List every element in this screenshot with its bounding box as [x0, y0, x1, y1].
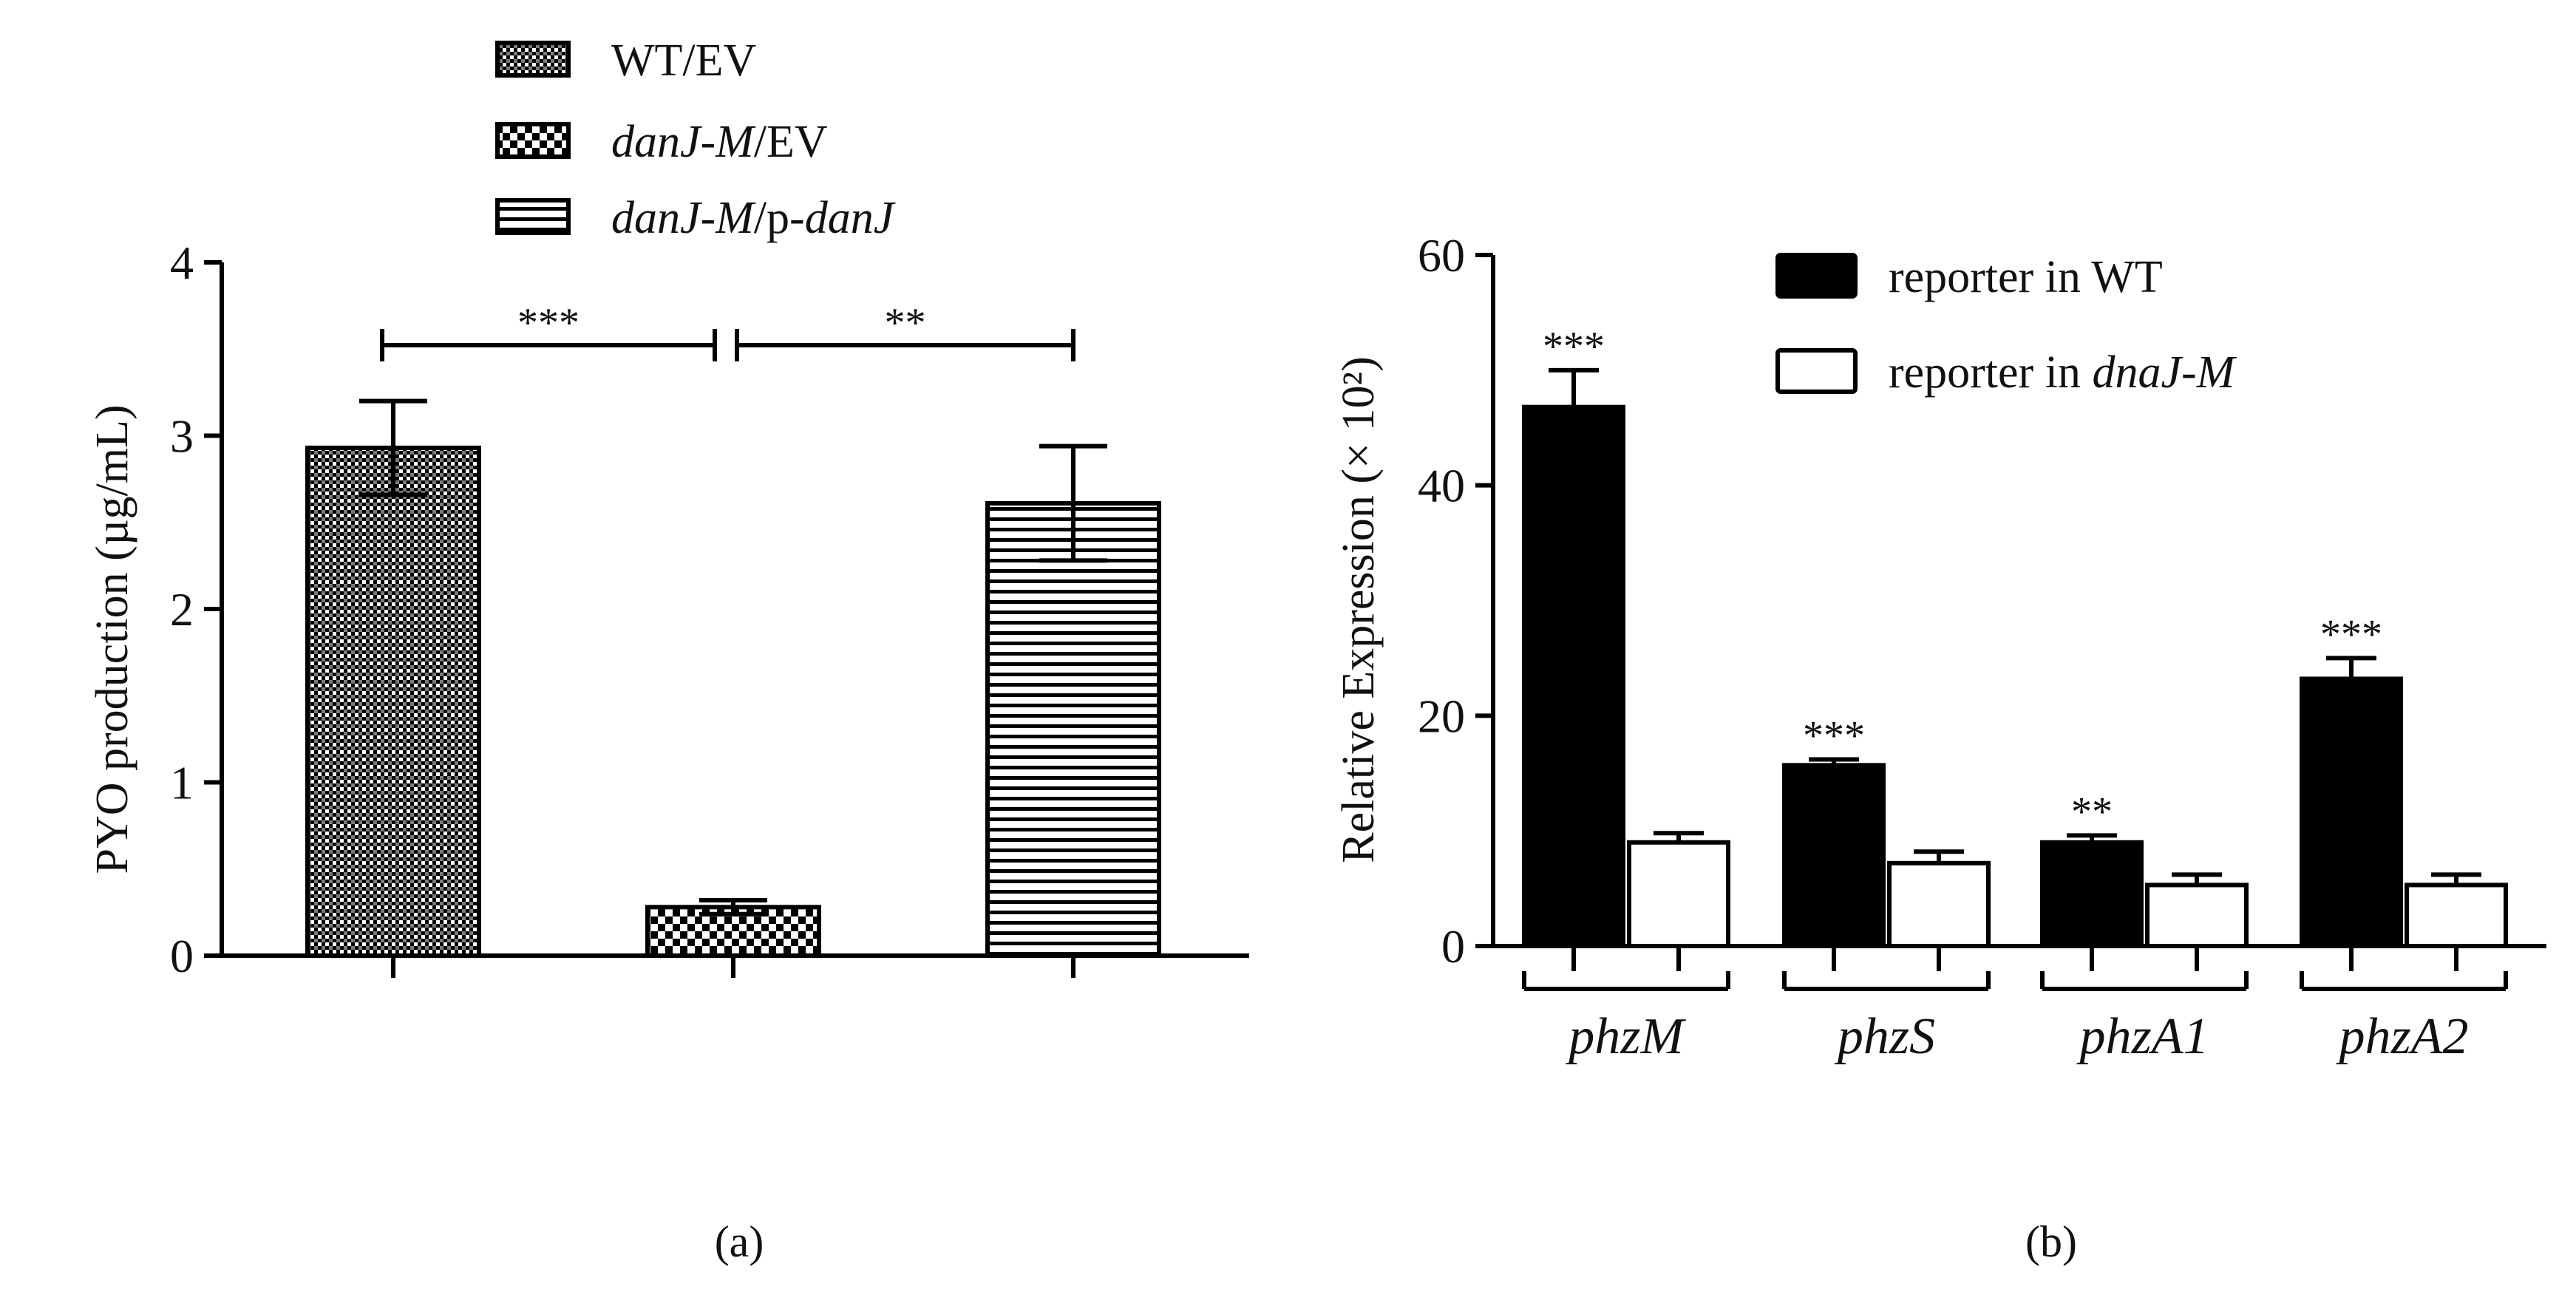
bar [2040, 840, 2144, 948]
significance-label: *** [2320, 611, 2382, 657]
panel-b-bars [1522, 367, 2508, 949]
legend-label-italic: danJ-M [611, 193, 756, 243]
y-tick-label: 1 [170, 757, 194, 809]
legend-label-text: reporter in WT [1889, 252, 2163, 302]
bar [305, 445, 481, 958]
legend-swatch [495, 41, 571, 78]
bar [985, 500, 1161, 958]
legend-label: danJ-M/EV [611, 117, 828, 167]
y-tick-label: 0 [170, 930, 194, 982]
significance-label: *** [1543, 324, 1605, 370]
legend-swatch [1775, 253, 1858, 299]
y-tick-label: 40 [1418, 460, 1465, 512]
significance-label: ** [2071, 789, 2113, 834]
panel-b-legend: reporter in WT reporter in dnaJ-M [1775, 252, 2237, 398]
y-tick-label: 0 [1441, 920, 1465, 973]
y-tick-label: 3 [170, 410, 194, 463]
legend-label-italic: danJ-M [611, 117, 756, 167]
legend-label: danJ-M/p-danJ [611, 193, 896, 243]
panel-b: reporter in WT reporter in dnaJ-M Relativ… [1333, 229, 2546, 1266]
legend-label-text: WT/EV [611, 35, 756, 86]
legend-label: reporter in WT [1889, 252, 2163, 302]
bar [2145, 882, 2249, 948]
legend-swatch [495, 122, 571, 159]
bar [1522, 404, 1625, 948]
panel-a-label: (a) [715, 1217, 764, 1266]
panel-b-y-axis-label: Relative Expression (× 10²) [1333, 356, 1384, 863]
legend-label-text: /p- [754, 193, 805, 243]
bar [2300, 676, 2403, 948]
panel-a-significance: *** ** [380, 300, 1075, 361]
legend-label: reporter in dnaJ-M [1889, 347, 2237, 398]
legend-label-text: /EV [754, 117, 828, 167]
significance-label: *** [517, 300, 580, 346]
x-tick-label: phzA2 [2336, 1008, 2469, 1065]
panel-b-x-ticks: phzM phzS phzA1 phzA2 [1522, 946, 2508, 1065]
y-tick-label: 4 [170, 237, 194, 289]
bar [1627, 840, 1730, 948]
legend-label-italic: dnaJ-M [2092, 347, 2237, 398]
panel-a-y-axis-label: PYO production (µg/mL) [87, 405, 137, 874]
legend-label-text: reporter in [1889, 347, 2092, 398]
significance-label: ** [885, 300, 926, 346]
y-tick-label: 20 [1418, 690, 1465, 742]
bar [1782, 763, 1886, 949]
panel-a-y-ticks: 0 1 2 3 4 [170, 237, 222, 982]
y-tick-label: 60 [1418, 229, 1465, 282]
legend-label: WT/EV [611, 35, 756, 86]
x-tick-label: phzA1 [2076, 1008, 2209, 1065]
panel-b-label: (b) [2025, 1217, 2077, 1266]
panel-a-bars [305, 398, 1161, 978]
x-tick-label: phzS [1834, 1008, 1935, 1065]
bar [2405, 882, 2508, 948]
y-tick-label: 2 [170, 583, 194, 636]
significance-label: *** [1803, 713, 1865, 759]
panel-b-y-ticks: 0 20 40 60 [1418, 229, 1493, 973]
x-tick-label: phzM [1565, 1008, 1686, 1065]
panel-b-significance: *********** [1543, 324, 2382, 835]
bar [1887, 860, 1991, 949]
legend-label-italic: danJ [805, 193, 896, 243]
legend-swatch [495, 198, 571, 235]
legend-swatch [1775, 348, 1858, 394]
